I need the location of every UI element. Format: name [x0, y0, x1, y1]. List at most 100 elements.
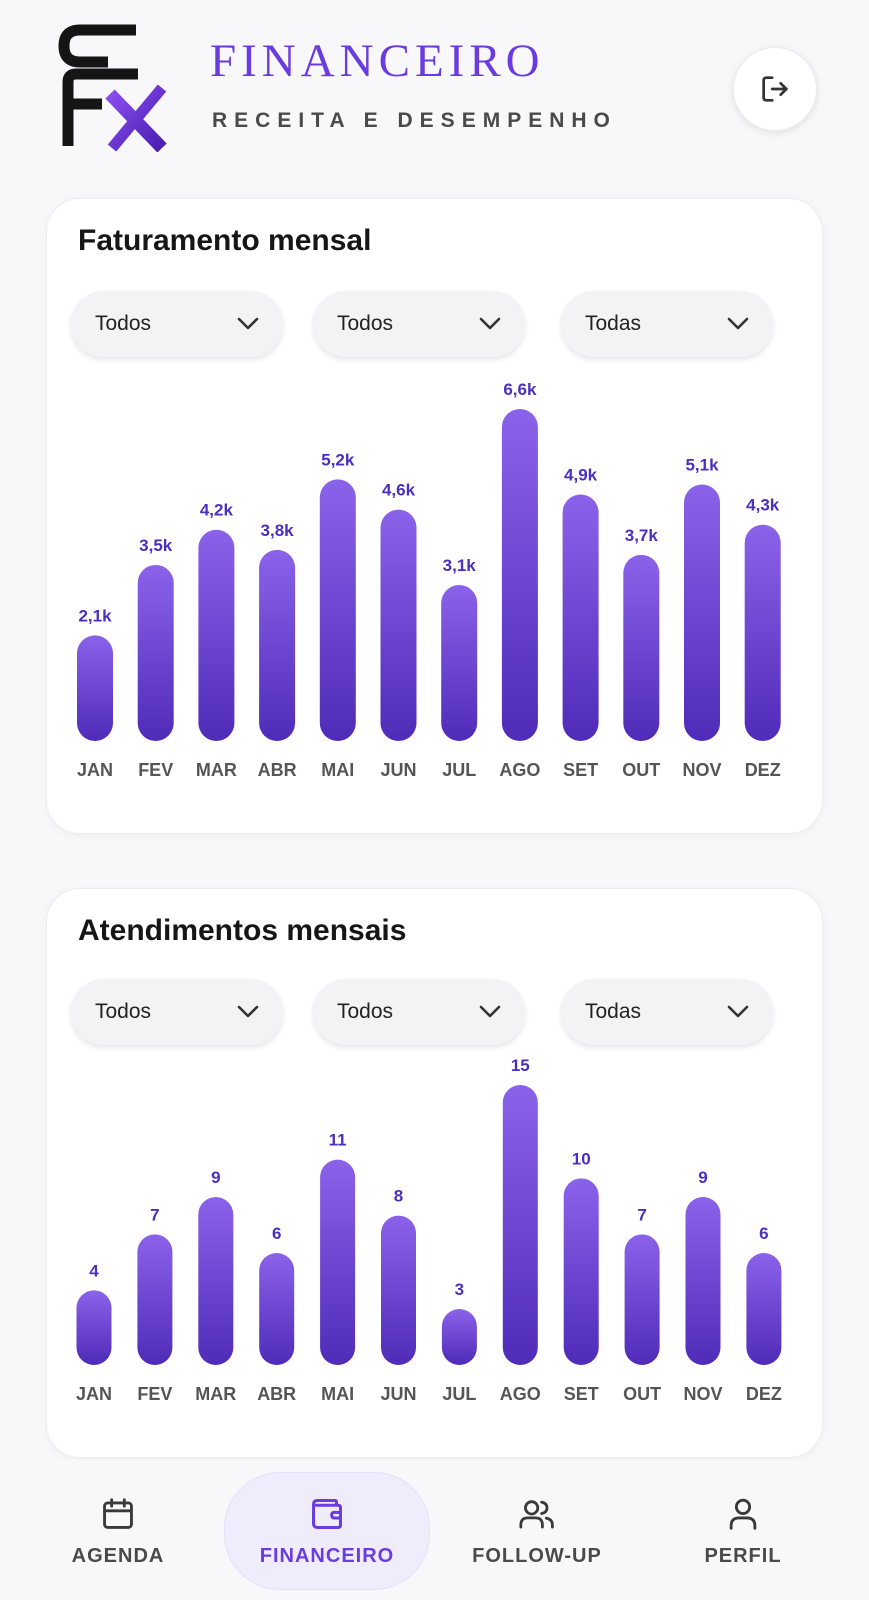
revenue-bar-jun[interactable] [380, 509, 417, 741]
chevron-down-icon [479, 1005, 501, 1018]
appointments-value-label-fev: 7 [150, 1205, 159, 1224]
revenue-month-label-mar: MAR [196, 760, 237, 780]
appointments-card: Atendimentos mensais Todos Todos Todas 4… [46, 888, 823, 1458]
revenue-value-label-mai: 5,2k [321, 450, 355, 469]
nav-item-follow-up[interactable]: FOLLOW-UP [462, 1472, 612, 1590]
appointments-month-label-out: OUT [623, 1384, 661, 1404]
revenue-month-label-abr: ABR [258, 760, 297, 780]
revenue-month-label-dez: DEZ [745, 760, 781, 780]
appointments-month-label-abr: ABR [257, 1384, 296, 1404]
appointments-month-label-ago: AGO [500, 1384, 541, 1404]
revenue-value-label-jul: 3,1k [443, 556, 477, 575]
appointments-bar-ago[interactable] [502, 1085, 538, 1365]
revenue-filter-1-value: Todos [95, 312, 152, 335]
appointments-month-label-jun: JUN [380, 1384, 416, 1404]
logout-icon [762, 76, 788, 102]
appointments-filter-2[interactable]: Todos [313, 979, 525, 1045]
bottom-navigation: AGENDA FINANCEIRO FOLLOW-UP PERFIL [0, 1460, 869, 1600]
revenue-bar-abr[interactable] [259, 549, 296, 741]
revenue-bar-fev[interactable] [137, 564, 174, 741]
chevron-down-icon [237, 1005, 259, 1018]
revenue-filter-3-value: Todas [585, 312, 642, 335]
appointments-bar-mai[interactable] [320, 1159, 356, 1365]
revenue-value-label-out: 3,7k [625, 526, 659, 545]
appointments-bar-nov[interactable] [685, 1197, 721, 1365]
appointments-bar-set[interactable] [563, 1178, 599, 1365]
revenue-month-label-out: OUT [622, 760, 660, 780]
revenue-bar-out[interactable] [623, 554, 660, 741]
appointments-filter-2-value: Todos [337, 1000, 394, 1023]
revenue-filter-1[interactable]: Todos [71, 291, 283, 357]
revenue-card: Faturamento mensal Todos Todos Todas 2,1… [46, 198, 823, 834]
revenue-month-label-mai: MAI [321, 760, 354, 780]
appointments-month-label-dez: DEZ [746, 1384, 782, 1404]
appointments-bar-fev[interactable] [137, 1234, 173, 1365]
revenue-bar-ago[interactable] [501, 409, 538, 741]
appointments-month-label-mai: MAI [321, 1384, 354, 1404]
logout-button[interactable] [733, 47, 817, 131]
nav-item-agenda-label: AGENDA [71, 1544, 165, 1567]
appointments-value-label-ago: 15 [511, 1056, 530, 1075]
appointments-bar-jul[interactable] [441, 1309, 477, 1365]
revenue-value-label-jun: 4,6k [382, 481, 416, 500]
revenue-value-label-nov: 5,1k [685, 455, 719, 474]
appointments-value-label-mar: 9 [211, 1168, 220, 1187]
appointments-value-label-out: 7 [637, 1205, 646, 1224]
appointments-value-label-jul: 3 [455, 1280, 464, 1299]
appointments-month-label-jan: JAN [76, 1384, 112, 1404]
revenue-filter-3[interactable]: Todas [561, 291, 773, 357]
revenue-filter-2[interactable]: Todos [313, 291, 525, 357]
revenue-bar-jul[interactable] [441, 585, 478, 741]
chevron-down-icon [727, 317, 749, 330]
nav-item-perfil[interactable]: PERFIL [678, 1472, 808, 1590]
revenue-value-label-fev: 3,5k [139, 536, 173, 555]
appointments-bar-dez[interactable] [746, 1253, 782, 1365]
revenue-value-label-ago: 6,6k [503, 380, 537, 399]
revenue-bar-jan[interactable] [77, 635, 113, 741]
nav-item-agenda[interactable]: AGENDA [48, 1472, 188, 1590]
appointments-month-label-fev: FEV [137, 1384, 172, 1404]
revenue-bar-mar[interactable] [198, 529, 235, 741]
revenue-bar-nov[interactable] [684, 484, 720, 741]
page-title: FINANCEIRO [210, 35, 545, 87]
header: FINANCEIRO RECEITA E DESEMPENHO [0, 0, 869, 180]
appointments-value-label-abr: 6 [272, 1224, 281, 1243]
revenue-card-title: Faturamento mensal [78, 224, 372, 257]
appointments-value-label-jan: 4 [89, 1261, 99, 1280]
revenue-month-label-jul: JUL [442, 760, 476, 780]
revenue-value-label-mar: 4,2k [200, 501, 234, 520]
revenue-bar-mai[interactable] [319, 479, 356, 741]
revenue-month-label-set: SET [563, 760, 598, 780]
revenue-bar-set[interactable] [562, 494, 599, 741]
revenue-value-label-dez: 4,3k [746, 496, 780, 515]
revenue-month-label-jun: JUN [380, 760, 416, 780]
appointments-bar-mar[interactable] [198, 1197, 234, 1365]
nav-item-follow-up-label: FOLLOW-UP [472, 1544, 602, 1567]
revenue-month-label-ago: AGO [499, 760, 540, 780]
appointments-value-label-jun: 8 [394, 1187, 403, 1206]
revenue-value-label-set: 4,9k [564, 466, 598, 485]
chevron-down-icon [727, 1005, 749, 1018]
wallet-icon [312, 1498, 342, 1529]
revenue-bar-dez[interactable] [744, 524, 781, 741]
chevron-down-icon [479, 317, 501, 330]
nav-item-financeiro-label: FINANCEIRO [259, 1544, 395, 1567]
appointments-bar-abr[interactable] [259, 1253, 295, 1365]
appointments-value-label-nov: 9 [698, 1168, 707, 1187]
revenue-value-label-abr: 3,8k [261, 521, 295, 540]
page-subtitle: RECEITA E DESEMPENHO [212, 109, 617, 132]
appointments-filter-1[interactable]: Todos [71, 979, 283, 1045]
revenue-month-label-nov: NOV [682, 760, 721, 780]
appointments-month-label-jul: JUL [442, 1384, 476, 1404]
appointments-month-label-set: SET [564, 1384, 599, 1404]
appointments-card-title: Atendimentos mensais [78, 914, 407, 947]
appointments-bar-out[interactable] [624, 1234, 660, 1365]
appointments-filter-1-value: Todos [95, 1000, 152, 1023]
revenue-month-label-fev: FEV [138, 760, 173, 780]
appointments-bar-jan[interactable] [76, 1290, 112, 1365]
nav-item-perfil-label: PERFIL [704, 1544, 782, 1567]
appointments-filter-3[interactable]: Todas [561, 979, 773, 1045]
nav-item-financeiro[interactable]: FINANCEIRO [224, 1472, 430, 1590]
appointments-month-label-nov: NOV [683, 1384, 722, 1404]
appointments-bar-jun[interactable] [381, 1215, 416, 1365]
